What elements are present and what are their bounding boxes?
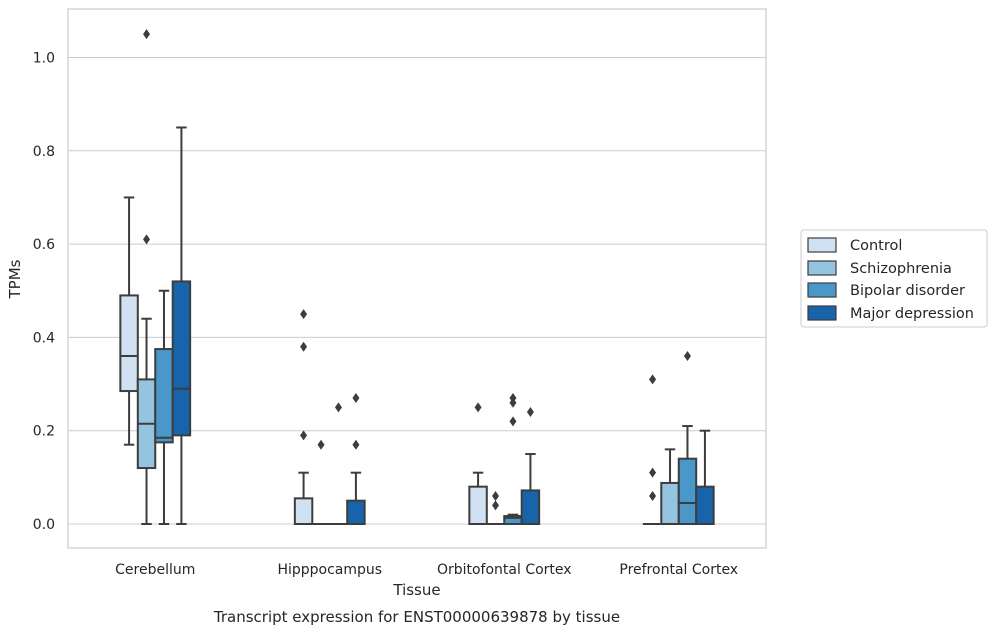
plot-frame bbox=[67, 8, 767, 549]
legend-frame bbox=[800, 229, 988, 328]
x-tick-labels: Cerebellum Hipppocampus Orbitofontal Corte… bbox=[115, 562, 738, 578]
box-group bbox=[642, 374, 663, 526]
outlier-point bbox=[300, 341, 308, 352]
box-group bbox=[520, 407, 541, 525]
outlier-point bbox=[352, 393, 360, 404]
iqr-box bbox=[520, 489, 541, 525]
box-group bbox=[677, 351, 698, 525]
y-tick-label: 0.2 bbox=[33, 424, 55, 440]
x-tick-label: Prefrontal Cortex bbox=[619, 562, 738, 578]
iqr-box bbox=[695, 485, 715, 525]
legend-swatch bbox=[807, 305, 837, 321]
iqr-box bbox=[468, 485, 488, 525]
outlier-point bbox=[492, 500, 500, 511]
legend: Control Schizophrenia Bipolar disorder Majo… bbox=[800, 229, 988, 328]
outlier-point bbox=[352, 439, 360, 450]
outlier-point bbox=[649, 374, 657, 385]
box-group bbox=[346, 393, 366, 525]
iqr-box bbox=[677, 457, 698, 525]
legend-label: Control bbox=[850, 238, 902, 254]
y-tick-label: 0.0 bbox=[33, 517, 55, 533]
iqr-box bbox=[660, 481, 680, 525]
legend-label: Major depression bbox=[850, 306, 974, 322]
outlier-point bbox=[526, 407, 534, 418]
y-tick-label: 0.4 bbox=[33, 330, 55, 346]
y-axis-title: TPMs bbox=[6, 259, 24, 299]
x-tick-label: Hipppocampus bbox=[277, 562, 382, 578]
box-group bbox=[328, 402, 349, 526]
y-tick-label: 1.0 bbox=[33, 51, 55, 67]
outlier-point bbox=[300, 309, 308, 320]
box-group bbox=[503, 393, 523, 526]
box-group bbox=[468, 402, 488, 525]
legend-label: Bipolar disorder bbox=[850, 283, 965, 299]
iqr-box bbox=[154, 348, 174, 444]
chart-caption: Transcript expression for ENST0000063987… bbox=[213, 608, 620, 626]
box-group bbox=[171, 126, 192, 525]
outlier-point bbox=[649, 491, 657, 502]
legend-swatch bbox=[807, 260, 837, 276]
iqr-box bbox=[346, 499, 366, 525]
outlier-point bbox=[474, 402, 482, 413]
outlier-point bbox=[143, 29, 151, 40]
box-groups bbox=[119, 29, 715, 526]
outlier-point bbox=[509, 416, 517, 427]
outlier-point bbox=[300, 430, 308, 441]
legend-label: Schizophrenia bbox=[850, 261, 952, 277]
y-tick-label: 0.6 bbox=[33, 237, 55, 253]
outlier-point bbox=[649, 467, 657, 478]
outlier-point bbox=[492, 491, 500, 502]
y-tick-label: 0.8 bbox=[33, 144, 55, 160]
box-group bbox=[311, 439, 331, 526]
legend-swatch bbox=[807, 237, 837, 253]
legend-swatch bbox=[807, 282, 837, 298]
box-group bbox=[695, 429, 715, 525]
box-group bbox=[119, 196, 139, 446]
y-tick-labels: 0.0 0.2 0.4 0.6 0.8 1.0 bbox=[33, 51, 55, 534]
iqr-box bbox=[171, 280, 192, 437]
iqr-box bbox=[293, 497, 314, 525]
iqr-box bbox=[119, 294, 139, 393]
x-axis-title: Tissue bbox=[392, 581, 440, 599]
x-tick-label: Cerebellum bbox=[115, 562, 195, 578]
plot-area-background bbox=[68, 9, 766, 548]
outlier-point bbox=[334, 402, 342, 413]
outlier-point bbox=[683, 351, 691, 362]
outlier-point bbox=[509, 397, 517, 408]
x-tick-label: Orbitofontal Cortex bbox=[437, 562, 572, 578]
outlier-point bbox=[143, 234, 151, 245]
box-group bbox=[660, 448, 680, 525]
box-group bbox=[293, 309, 314, 525]
outlier-point bbox=[317, 439, 325, 450]
